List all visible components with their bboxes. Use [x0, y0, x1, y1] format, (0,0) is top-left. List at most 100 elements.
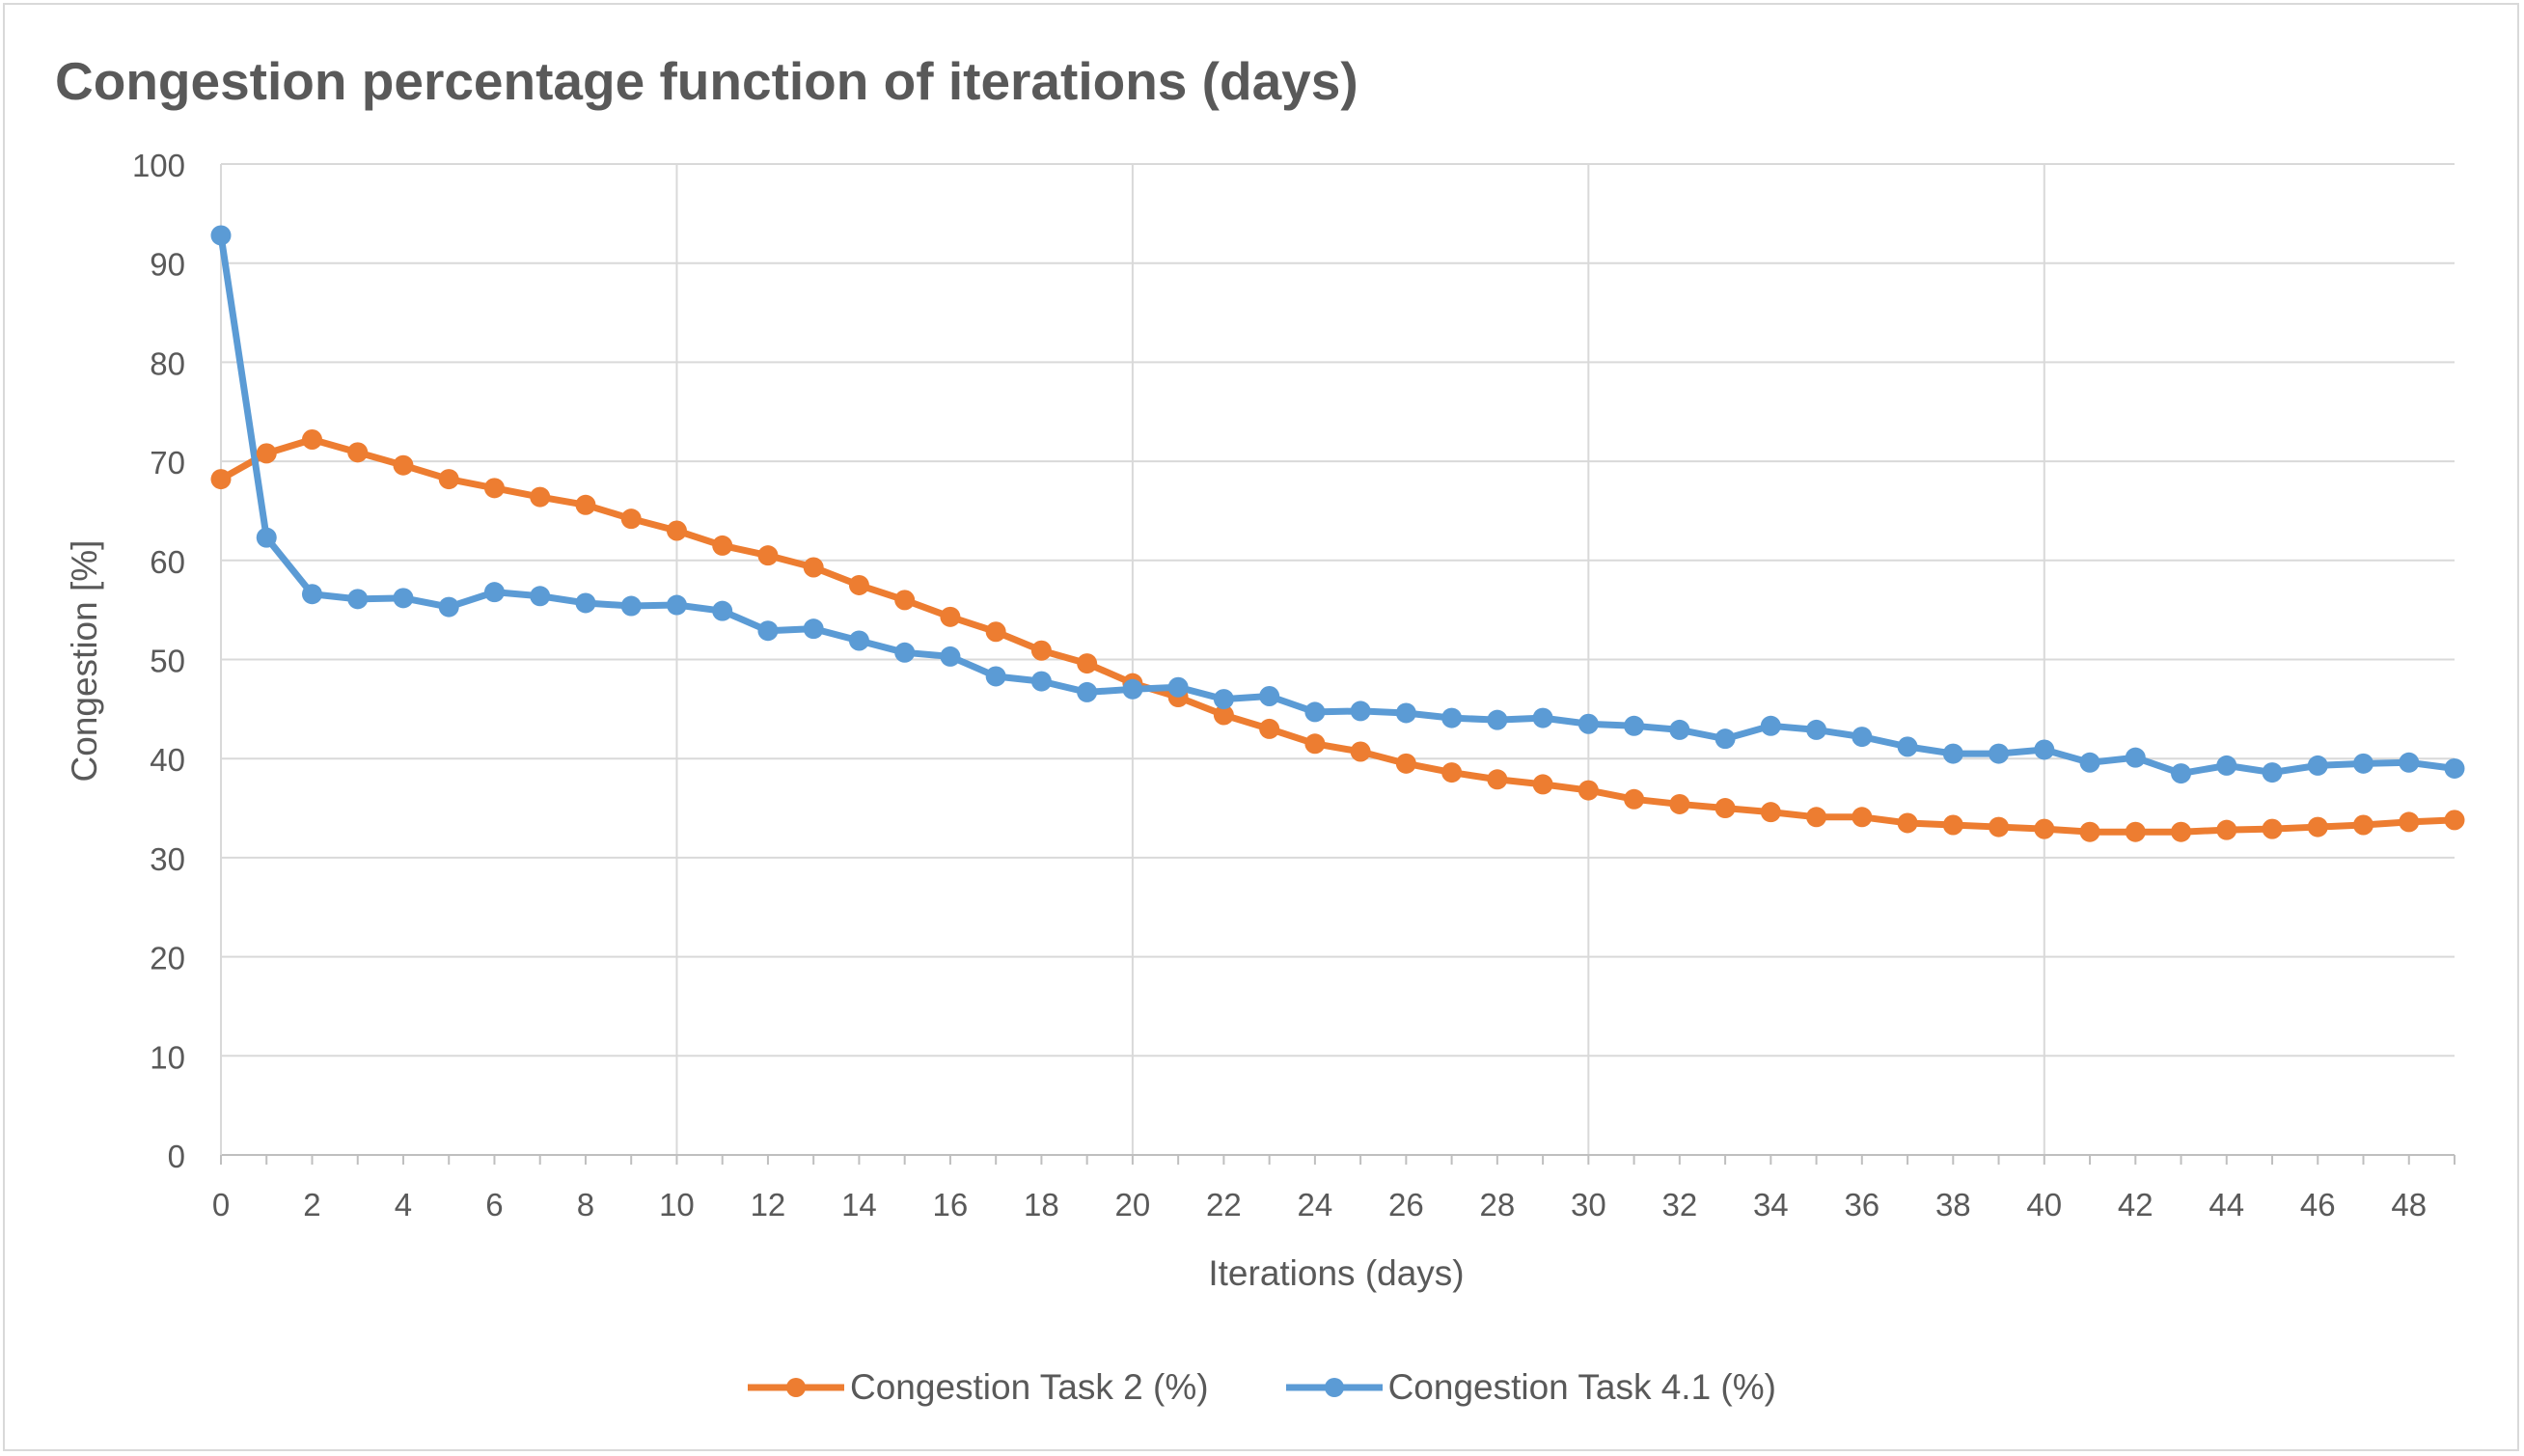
y-tick-label: 50	[150, 644, 185, 679]
series-1-point	[1304, 701, 1326, 723]
series-0-point	[301, 429, 322, 451]
series-0-point	[2353, 814, 2374, 836]
series-0-point	[1669, 793, 1690, 814]
series-1-point	[1852, 727, 1873, 748]
y-tick-label: 70	[150, 445, 185, 481]
series-0-point	[2444, 810, 2465, 831]
series-1-point	[1624, 715, 1645, 736]
series-0-point	[1441, 762, 1463, 783]
series-0-point	[1213, 704, 1234, 726]
x-tick-label: 34	[1753, 1187, 1789, 1222]
series-0-point	[757, 545, 779, 566]
x-tick-label: 14	[841, 1187, 877, 1222]
y-tick-label: 60	[150, 544, 185, 580]
series-0-point	[1578, 780, 1599, 801]
series-1-point	[1989, 743, 2010, 764]
series-0-point	[803, 557, 824, 578]
series-0-point	[985, 621, 1006, 643]
series-1-point	[1213, 689, 1234, 710]
legend-item-task2[interactable]: Congestion Task 2 (%)	[748, 1367, 1209, 1408]
series-1-point	[2307, 755, 2328, 776]
series-1-point	[301, 584, 322, 605]
series-1-point	[894, 642, 916, 663]
gridlines	[221, 163, 2455, 1155]
x-tick-label: 42	[2118, 1187, 2154, 1222]
x-tick-label: 44	[2208, 1187, 2244, 1222]
y-tick-label: 10	[150, 1039, 185, 1075]
x-tick-label: 12	[751, 1187, 786, 1222]
x-tick-label: 30	[1571, 1187, 1606, 1222]
y-tick-label: 90	[150, 247, 185, 283]
series-0-point	[2307, 816, 2328, 838]
x-tick-label: 38	[1935, 1187, 1971, 1222]
series-1-point	[1259, 685, 1280, 706]
series-0-point	[1030, 640, 1052, 661]
legend-swatch-task2	[748, 1378, 844, 1397]
series-0-point	[1077, 653, 1098, 674]
series-1-point	[1760, 715, 1781, 736]
series-0-point	[2399, 811, 2420, 833]
series-line-1	[217, 232, 2458, 778]
x-tick-label: 4	[395, 1187, 412, 1222]
legend-swatch-task41	[1285, 1378, 1383, 1397]
series-1-point	[2079, 752, 2100, 773]
series-1-point	[575, 592, 596, 614]
x-axis-label: Iterations (days)	[1208, 1253, 1464, 1293]
series-1-point	[256, 527, 277, 548]
x-tick-label: 0	[212, 1187, 230, 1222]
series-0-point	[1395, 753, 1416, 774]
series-1-point	[1669, 719, 1690, 740]
series-0-point	[1897, 812, 1918, 834]
series-0-point	[2079, 821, 2100, 842]
series-0-point	[1760, 802, 1781, 823]
series-markers	[210, 225, 2465, 842]
series-1-point	[1441, 707, 1463, 728]
y-tick-label: 80	[150, 345, 185, 381]
x-tick-label: 20	[1115, 1187, 1151, 1222]
series-0-point	[256, 443, 277, 464]
x-tick-label: 16	[933, 1187, 969, 1222]
series-0-point	[2171, 821, 2192, 842]
series-0-point	[1259, 718, 1280, 739]
x-tick-label: 32	[1661, 1187, 1697, 1222]
series-0-point	[210, 469, 232, 490]
series-0-point	[393, 454, 414, 476]
y-tick-label: 30	[150, 841, 185, 877]
series-1-point	[1167, 676, 1189, 698]
x-tick-label: 8	[577, 1187, 594, 1222]
series-0-point	[1942, 814, 1963, 836]
y-axis-label: Congestion [%]	[65, 540, 104, 783]
series-1-point	[1942, 743, 1963, 764]
series-1-point	[2034, 739, 2055, 760]
x-tick-label: 24	[1298, 1187, 1333, 1222]
x-tick-label: 46	[2300, 1187, 2336, 1222]
series-0-point	[848, 574, 869, 595]
series-1-point	[2353, 753, 2374, 774]
series-0-point	[1350, 741, 1371, 762]
y-tick-label: 20	[150, 941, 185, 976]
series-0-point	[575, 494, 596, 515]
y-tick-label: 40	[150, 742, 185, 778]
series-0-point	[1304, 733, 1326, 755]
series-1-point	[2262, 762, 2283, 783]
series-1-point	[757, 620, 779, 642]
series-1-point	[666, 594, 687, 616]
legend-item-task41[interactable]: Congestion Task 4.1 (%)	[1285, 1367, 1776, 1408]
series-1-point	[1487, 709, 1508, 730]
series-1-point	[1806, 719, 1827, 740]
series-1-point	[2125, 747, 2146, 768]
series-1-point	[1122, 678, 1143, 700]
series-1-point	[2399, 752, 2420, 773]
series-1-point	[1715, 728, 1736, 750]
series-0-point	[2034, 818, 2055, 839]
series-1-point	[2171, 763, 2192, 784]
series-0-point	[438, 469, 459, 490]
series-0-point	[1989, 816, 2010, 838]
x-tick-label: 28	[1479, 1187, 1515, 1222]
series-0-point	[712, 535, 733, 556]
x-tick-label: 2	[303, 1187, 320, 1222]
series-0-point	[1624, 788, 1645, 810]
series-0-point	[2262, 818, 2283, 839]
x-tick-label: 6	[485, 1187, 503, 1222]
